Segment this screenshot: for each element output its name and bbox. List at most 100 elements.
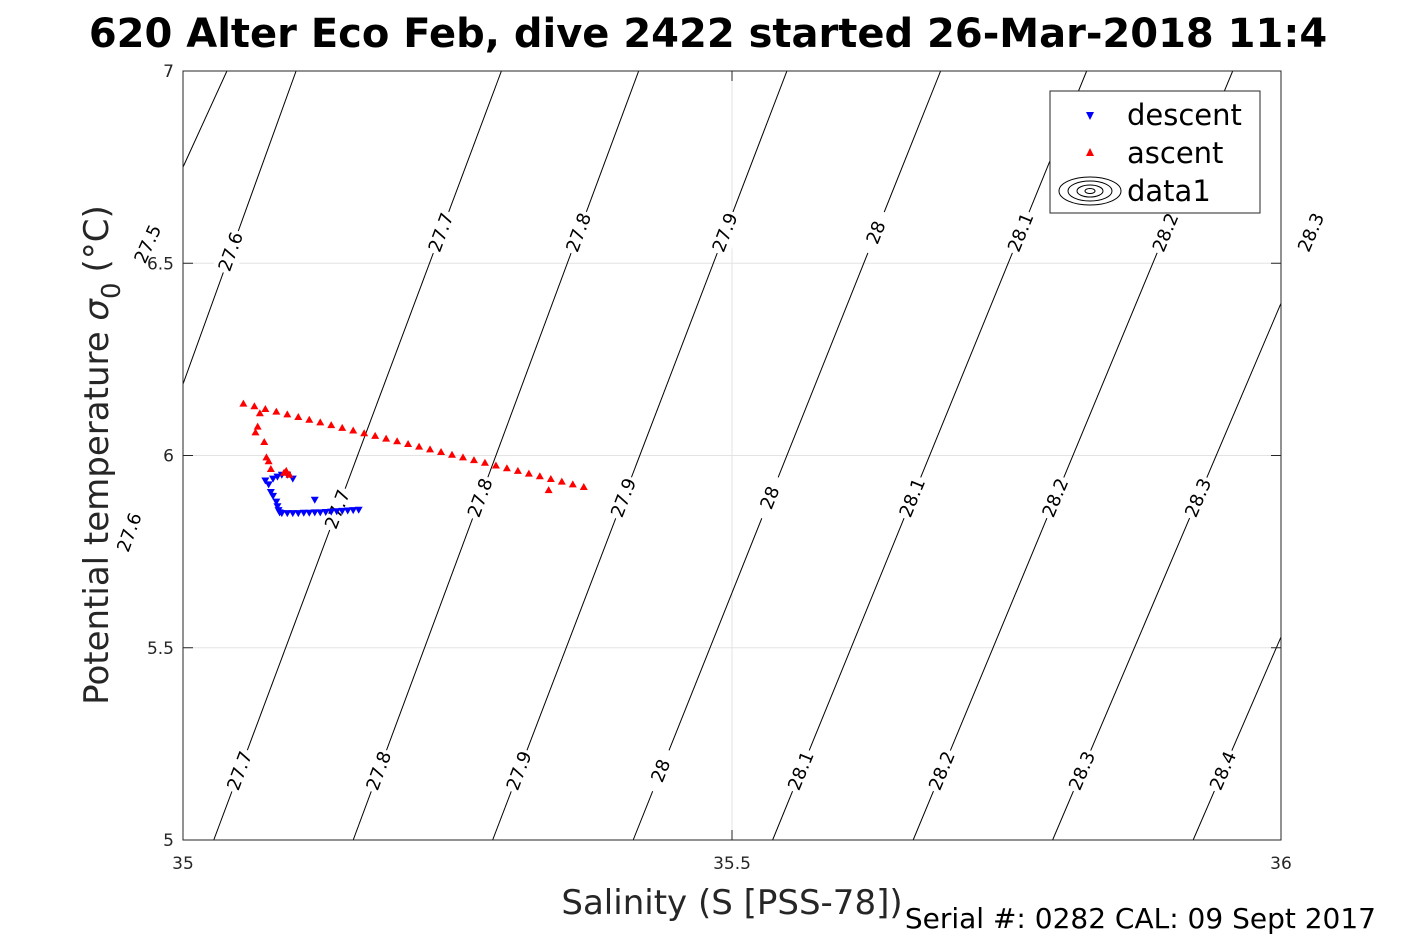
legend-ascent-label: ascent [1127,136,1223,170]
descent-point [332,508,341,516]
descent-point [338,507,347,515]
x-tick-label: 35.5 [713,854,751,874]
ascent-point [568,480,577,488]
descent-point [288,510,297,518]
descent-point [294,510,303,518]
isopycnal-line [772,71,1088,840]
ascent-point [426,445,435,453]
contour-label-bg [500,745,539,796]
legend-box [1049,90,1261,214]
contour-label-bg [212,226,250,277]
ascent-point [524,469,533,477]
ascent-point [382,434,391,442]
descent-point [264,481,273,489]
grid-lines [183,71,1281,840]
chart-title: 620 Alter Eco Feb, dive 2422 started 26-… [89,11,1327,57]
ascent-point [448,450,457,458]
contour-label-bg [892,472,932,523]
ascent-point [371,431,380,439]
serial-cal-footer: Serial #: 0282 CAL: 09 Sept 2017 [905,902,1376,935]
ascent-point [327,421,336,429]
contour-label-bg [1291,207,1331,258]
contour-label-bg [220,745,259,796]
descent-point [321,509,330,517]
contour-label-bg [856,207,896,258]
y-tick-label: 5.5 [147,639,174,659]
ascent-point [266,464,275,472]
ascent-point [349,426,358,434]
descent-point [349,507,358,515]
descent-point [305,509,314,517]
ascent-point [404,439,413,447]
ascent-point [305,415,314,423]
axis-ticks: 35 35.5 36 5 5.5 6 6.5 7 [147,62,1292,874]
legend-descent-label: descent [1127,98,1242,132]
contour-label-bg [750,472,790,523]
ascent-point [579,483,588,491]
descent-point [269,475,278,483]
contour-label-bg [706,207,745,258]
descent-point [261,477,270,485]
ascent-point [255,409,264,417]
descent-point [343,507,352,515]
contour-label-bg [781,745,821,796]
contour-label-bg [110,507,149,558]
y-axis-label-text: Potential temperature [77,331,117,704]
isopycnal-line [1052,301,1281,840]
contour-label-bg [1203,745,1243,796]
ascent-point [544,486,553,494]
ascent-point [360,429,369,437]
descent-point [354,506,363,514]
descent-point [316,509,325,517]
ascent-point [469,456,478,464]
ascent-point [239,399,248,407]
contour-label-bg [1062,745,1102,796]
contour-label-bg [1001,207,1041,258]
ascent-point [285,470,294,478]
descent-point [310,496,319,504]
contour-label-bg [1178,472,1218,523]
contour-label-bg [559,207,598,258]
x-axis-label: Salinity (S [PSS-78]) [561,883,902,923]
contour-label-bg [461,472,500,523]
ascent-point [250,402,259,410]
svg-text:Potential temperature σ0(°C): Potential temperature σ0 (°C) [77,205,127,705]
contour-label-bg [604,472,643,523]
legend[interactable]: descent ascent data1 [1049,90,1261,214]
descent-point [266,489,275,497]
y-axis-label-subscript: 0 [97,282,127,299]
ascent-point [316,418,325,426]
descent-point [277,510,286,518]
ascent-point [282,466,291,474]
ascent-point [513,466,522,474]
ascent-point [557,477,566,485]
ascent-point [502,464,511,472]
ascent-point [253,422,262,430]
ascent-point [415,442,424,450]
contour-label-bg [359,745,398,796]
ascent-point [264,457,273,465]
ascent-point [272,407,281,415]
ascent-point [338,423,347,431]
contour-label-bg [1146,207,1186,258]
legend-contour-icon [1058,176,1122,206]
y-axis-label-unit: (°C) [77,205,117,272]
y-axis-label-sigma: σ [77,298,117,321]
isopycnal-line [1192,635,1281,840]
contour-label-bg [1035,472,1075,523]
y-tick-label: 6.5 [147,254,174,274]
y-tick-label: 6 [163,447,174,467]
ascent-point [546,474,555,482]
ascent-point [251,428,260,436]
ascent-point [480,458,489,466]
ascent-point [283,410,292,418]
ascent-series [239,399,588,494]
y-tick-label: 5 [163,831,174,851]
ascent-point [535,472,544,480]
contour-label-bg [922,745,962,796]
descent-point [269,492,278,500]
ascent-point [294,413,303,421]
descent-point [299,509,308,517]
legend-ascent-marker-icon [1086,148,1094,156]
